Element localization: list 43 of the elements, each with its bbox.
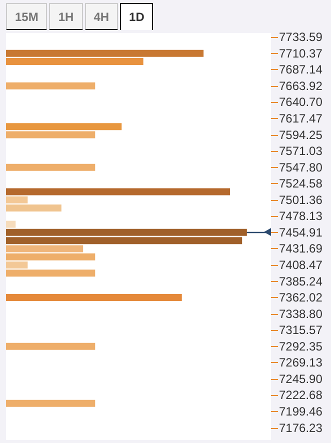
bar: [6, 58, 144, 65]
y-tick-label: 7594.25: [279, 128, 323, 142]
bar: [6, 50, 204, 57]
bar: [6, 342, 96, 350]
bar: [6, 82, 96, 90]
bar: [6, 270, 96, 277]
y-tick-label: 7663.92: [279, 78, 323, 93]
y-tick-label: 7176.23: [279, 420, 323, 435]
bar: [6, 220, 16, 228]
text: 15M: [6, 3, 48, 30]
bar: [6, 245, 84, 252]
y-tick-label: 7733.59: [279, 30, 323, 44]
y-tick-label: 7408.47: [279, 258, 323, 272]
bar: [6, 164, 96, 171]
y-tick-label: 7362.02: [279, 290, 323, 305]
y-tick-label: 7687.14: [279, 62, 323, 77]
y-tick-label: 7454.91: [279, 225, 323, 240]
y-tick-label: 7501.36: [279, 192, 323, 207]
y-tick-label: 7385.24: [279, 274, 323, 288]
y-tick-label: 7245.90: [279, 372, 323, 386]
y-tick-label: 7710.37: [279, 46, 323, 60]
text: 1H: [49, 3, 83, 30]
y-tick-label: 7640.70: [279, 95, 323, 110]
y-tick-label: 7431.69: [279, 242, 323, 256]
y-tick-label: 7222.68: [279, 388, 323, 402]
bar: [6, 253, 96, 260]
bar: [6, 188, 230, 196]
y-tick-label: 7315.57: [279, 323, 323, 338]
y-tick-label: 7269.13: [279, 356, 323, 370]
y-tick-label: 7292.35: [279, 339, 323, 354]
y-tick-label: 7617.47: [279, 111, 323, 126]
bar: [6, 294, 182, 302]
bar: [6, 261, 28, 268]
y-tick-label: 7524.58: [279, 176, 323, 191]
bar: [6, 123, 122, 130]
bar: [6, 400, 96, 407]
y-tick-label: 7199.46: [279, 404, 323, 419]
bar: [6, 131, 96, 138]
y-tick-label: 7547.80: [279, 160, 323, 174]
y-tick-label: 7478.13: [279, 209, 323, 224]
y-tick-label: 7338.80: [279, 306, 323, 321]
text: 4H: [84, 3, 118, 30]
y-tick-label: 7571.03: [279, 144, 323, 158]
